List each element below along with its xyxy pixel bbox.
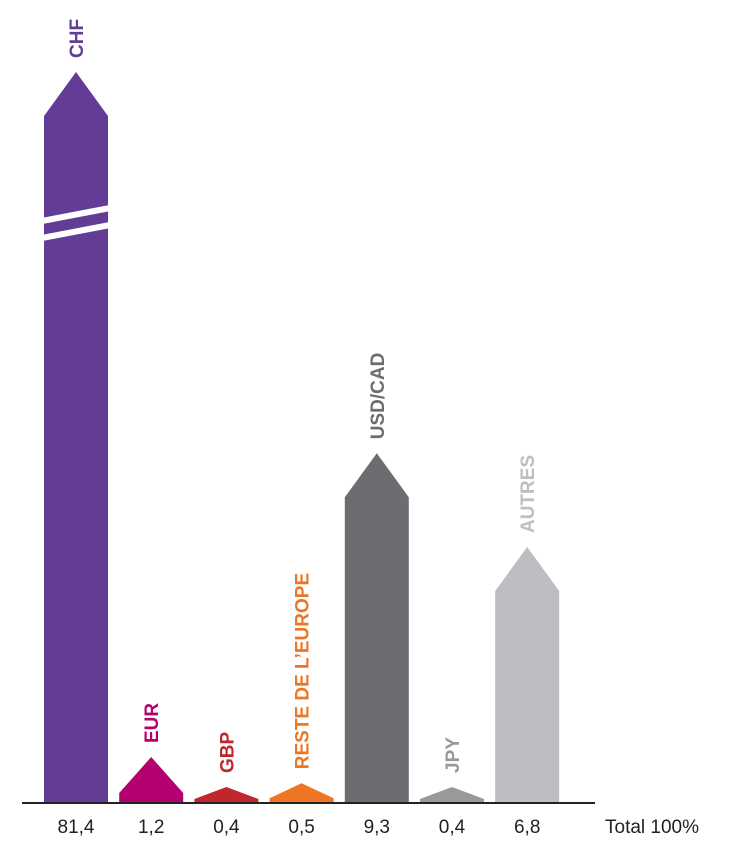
bar-eur bbox=[119, 757, 184, 802]
category-label-gbp: GBP bbox=[217, 732, 238, 774]
value-label-autres: 6,8 bbox=[514, 817, 540, 838]
value-label-reste-de-l-europe: 0,5 bbox=[288, 817, 314, 838]
bar-jpy bbox=[420, 787, 484, 802]
bar-reste-de-l-europe bbox=[269, 783, 334, 802]
bar-usd-cad bbox=[344, 453, 409, 802]
value-label-usd-cad: 9,3 bbox=[364, 817, 390, 838]
category-label-reste-de-l-europe: RESTE DE L’EUROPE bbox=[293, 573, 314, 769]
value-labels-group: 81,4 1,2 0,4 0,5 9,3 0,4 6,8 bbox=[58, 817, 541, 838]
value-label-chf: 81,4 bbox=[58, 817, 95, 838]
bar-gbp bbox=[194, 787, 259, 802]
category-label-usd-cad: USD/CAD bbox=[368, 353, 389, 440]
axis-break-mark bbox=[41, 222, 111, 241]
total-label: Total 100% bbox=[605, 817, 699, 838]
value-label-gbp: 0,4 bbox=[213, 817, 240, 838]
bars-group bbox=[41, 72, 560, 802]
category-label-eur: EUR bbox=[142, 703, 163, 743]
bar-chf bbox=[44, 72, 108, 802]
bar-autres bbox=[495, 547, 560, 802]
category-label-autres: AUTRES bbox=[518, 455, 539, 533]
value-label-eur: 1,2 bbox=[138, 817, 164, 838]
value-label-jpy: 0,4 bbox=[439, 817, 466, 838]
axis-break-mark bbox=[41, 205, 111, 224]
category-label-jpy: JPY bbox=[443, 737, 464, 773]
category-labels-group: CHF EUR GBP RESTE DE L’EUROPE USD/CAD JPY AUTR… bbox=[67, 19, 539, 773]
category-label-chf: CHF bbox=[67, 19, 88, 58]
